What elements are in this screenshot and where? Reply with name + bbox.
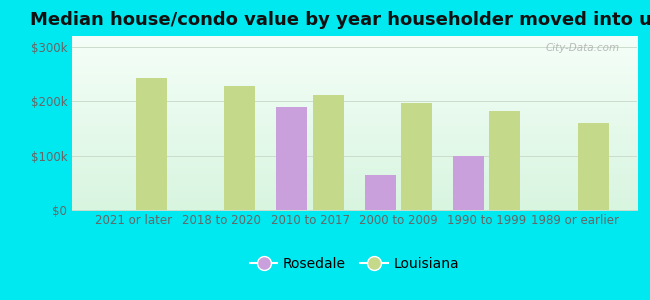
Bar [578,123,608,210]
Bar [224,86,255,210]
Bar [401,103,432,210]
Bar [453,156,484,210]
Title: Median house/condo value by year householder moved into unit: Median house/condo value by year househo… [29,11,650,29]
Bar [136,78,167,210]
Bar [365,175,396,210]
Legend: Rosedale, Louisiana: Rosedale, Louisiana [244,251,464,276]
Bar [313,95,344,210]
Bar [489,111,521,210]
Bar [276,107,307,210]
Text: City-Data.com: City-Data.com [546,43,620,53]
